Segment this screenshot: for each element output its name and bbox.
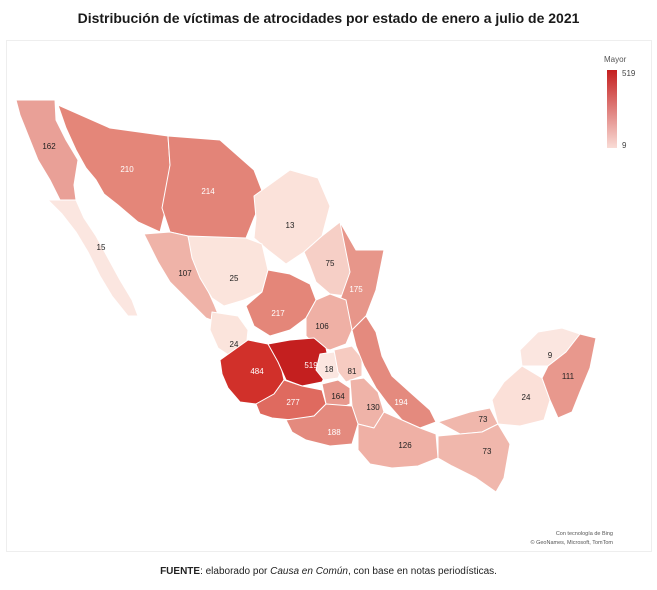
source-org: Causa en Común xyxy=(270,566,348,577)
label-chiapas: 73 xyxy=(483,447,492,456)
legend-color-scale xyxy=(607,70,617,148)
label-michoacan: 277 xyxy=(286,398,300,407)
label-sonora: 210 xyxy=(120,165,134,174)
label-veracruz: 194 xyxy=(394,398,408,407)
label-baja-california: 162 xyxy=(42,142,56,151)
label-durango: 25 xyxy=(230,274,239,283)
label-sinaloa: 107 xyxy=(178,269,192,278)
label-jalisco: 484 xyxy=(250,367,264,376)
label-tabasco: 73 xyxy=(479,415,488,424)
state-guerrero[interactable] xyxy=(285,403,359,447)
label-queretaro: 18 xyxy=(325,365,334,374)
label-hidalgo: 81 xyxy=(348,367,357,376)
source-text-after: , con base en notas periodísticas. xyxy=(347,566,497,577)
legend-min-value: 9 xyxy=(622,141,627,150)
state-quintana-roo[interactable] xyxy=(541,333,597,419)
label-coahuila: 13 xyxy=(286,221,295,230)
label-estado-de-mexico: 164 xyxy=(331,392,345,401)
state-chiapas[interactable] xyxy=(437,423,511,493)
label-zacatecas: 217 xyxy=(271,309,285,318)
label-guanajuato: 519 xyxy=(304,361,318,370)
legend-title: Mayor xyxy=(604,55,627,64)
map-title: Distribución de víctimas de atrocidades … xyxy=(77,10,580,26)
state-baja-california-sur[interactable] xyxy=(47,199,139,317)
map-credit-providers: © GeoNames, Microsoft, TomTom xyxy=(530,540,614,546)
label-baja-california-sur: 15 xyxy=(97,243,106,252)
label-yucatan: 9 xyxy=(548,351,553,360)
label-chihuahua: 214 xyxy=(201,187,215,196)
label-campeche: 24 xyxy=(522,393,531,402)
label-nayarit: 24 xyxy=(230,340,239,349)
label-san-luis-potosi: 106 xyxy=(315,322,329,331)
label-puebla: 130 xyxy=(366,403,380,412)
label-nuevo-leon: 75 xyxy=(326,259,335,268)
label-oaxaca: 126 xyxy=(398,441,412,450)
state-oaxaca[interactable] xyxy=(357,411,439,469)
legend-max-value: 519 xyxy=(622,69,636,78)
state-veracruz[interactable] xyxy=(351,315,437,429)
source-text-before: : elaborado por xyxy=(200,566,271,577)
state-durango[interactable] xyxy=(187,235,269,307)
source-note: FUENTE: elaborado por Causa en Común, co… xyxy=(0,566,657,577)
label-tamaulipas: 175 xyxy=(349,285,363,294)
source-label: FUENTE xyxy=(160,566,201,577)
label-guerrero: 188 xyxy=(327,428,341,437)
state-hidalgo[interactable] xyxy=(333,345,363,383)
label-quintana-roo: 111 xyxy=(562,372,575,381)
map-credit-bing: Con tecnología de Bing xyxy=(555,531,613,537)
